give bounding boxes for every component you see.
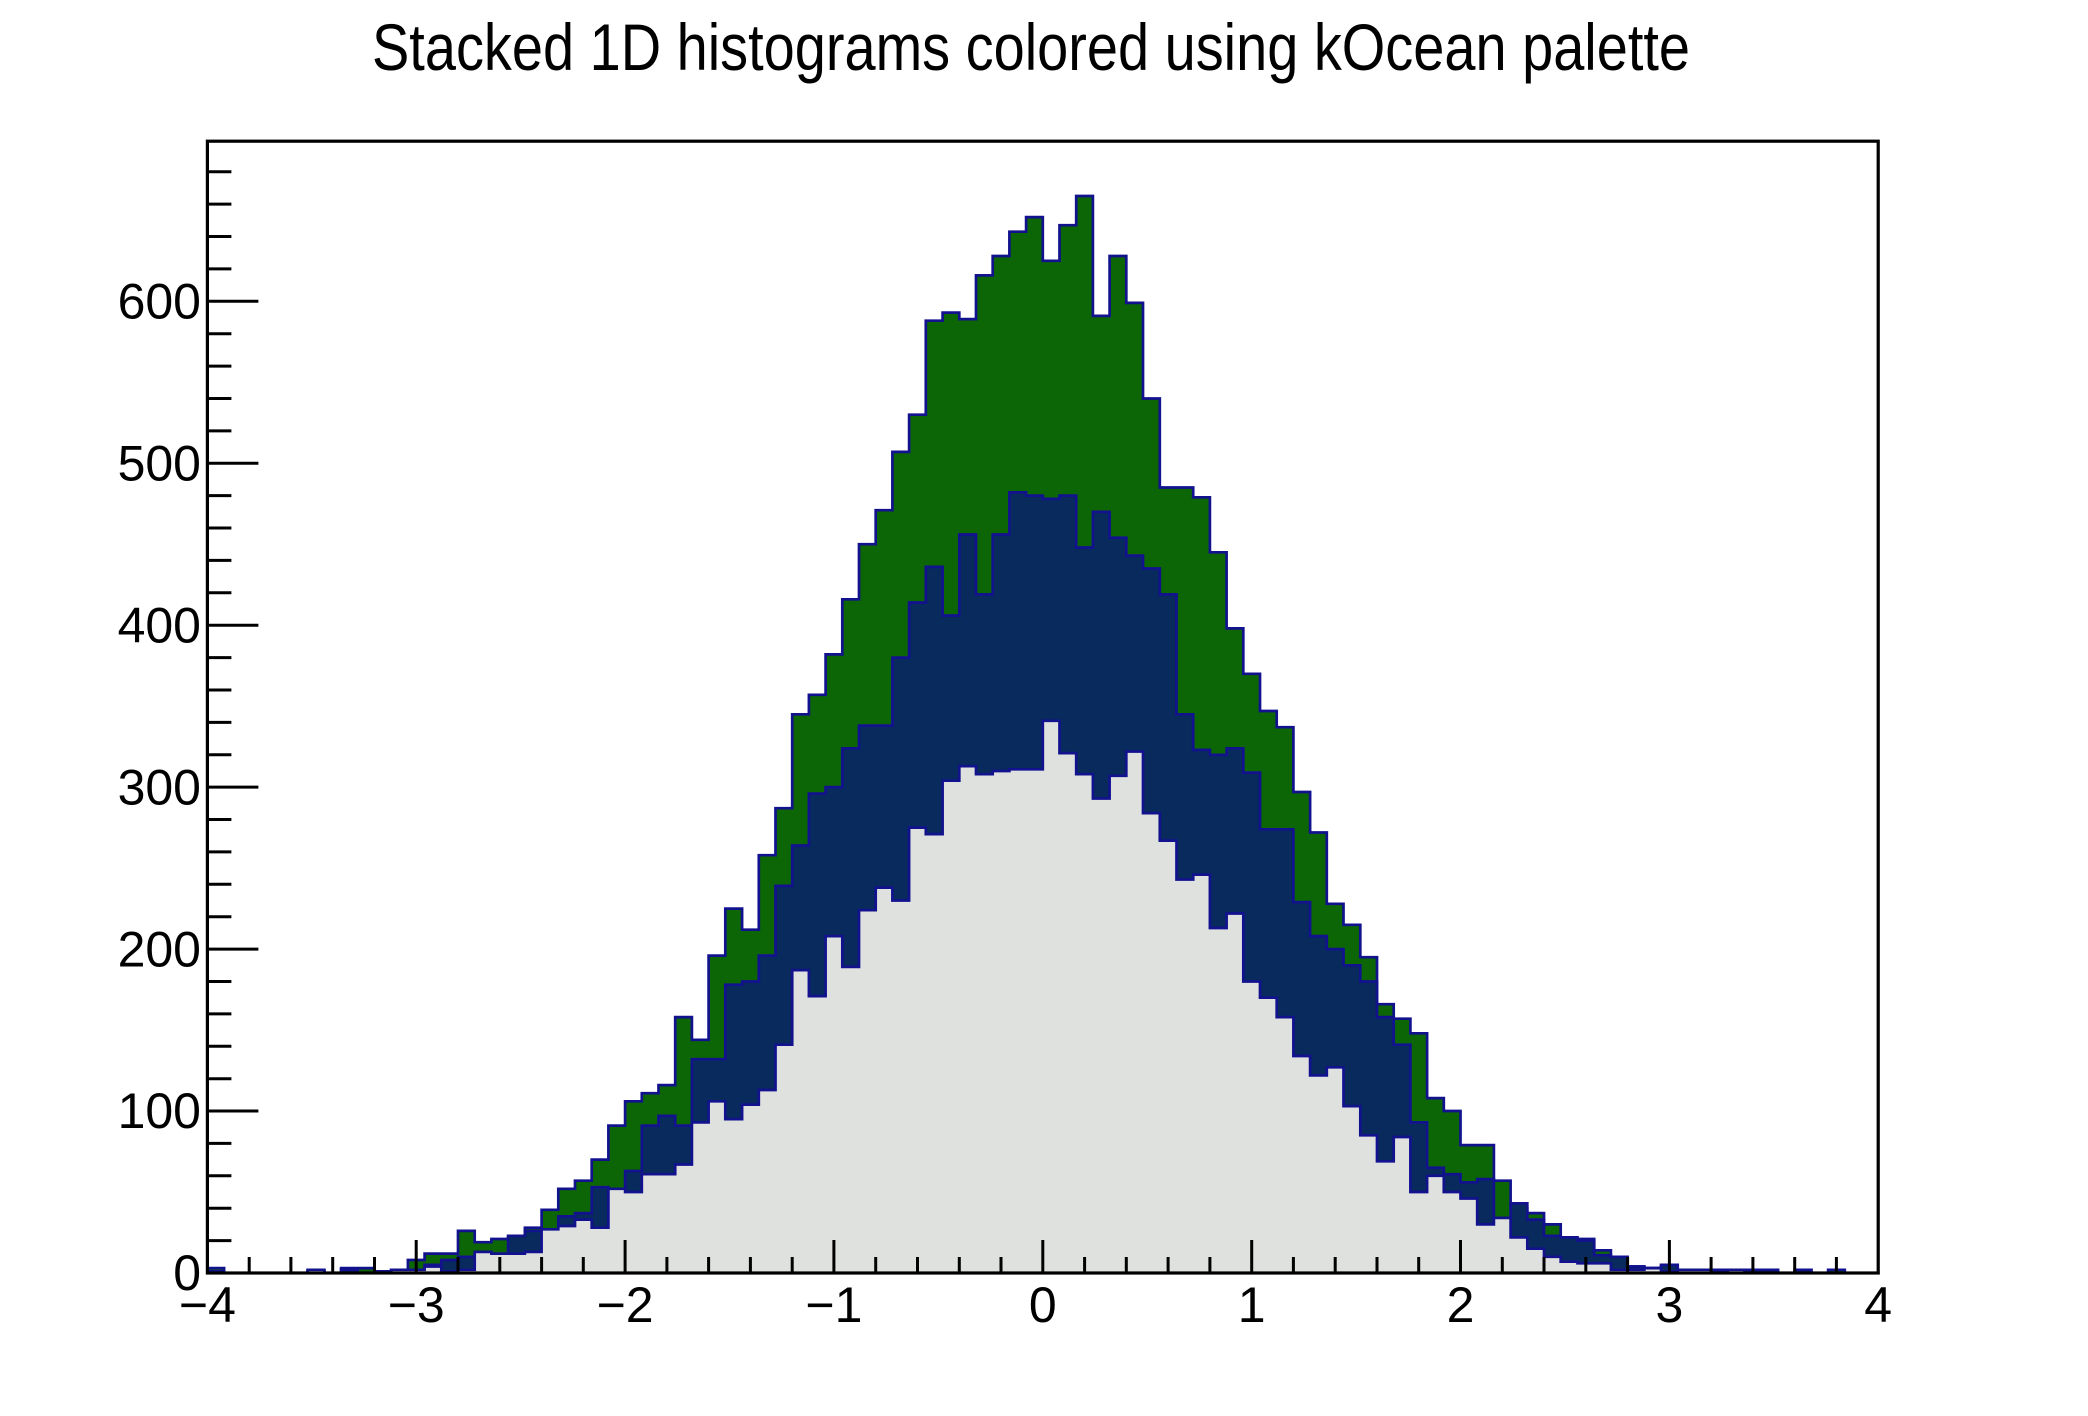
svg-text:−2: −2 [597,1277,654,1333]
svg-text:−1: −1 [805,1277,862,1333]
svg-text:2: 2 [1447,1277,1475,1333]
svg-text:Stacked 1D histograms colored: Stacked 1D histograms colored using kOce… [372,10,1690,84]
svg-text:1: 1 [1238,1277,1266,1333]
svg-text:400: 400 [118,597,201,653]
svg-text:3: 3 [1655,1277,1683,1333]
svg-text:200: 200 [118,921,201,977]
svg-text:500: 500 [118,435,201,491]
svg-text:4: 4 [1864,1277,1892,1333]
svg-text:−3: −3 [388,1277,445,1333]
svg-text:600: 600 [118,274,201,330]
svg-text:0: 0 [1029,1277,1057,1333]
svg-text:300: 300 [118,759,201,815]
svg-text:−4: −4 [179,1277,236,1333]
svg-text:0: 0 [173,1245,201,1301]
svg-text:100: 100 [118,1083,201,1139]
